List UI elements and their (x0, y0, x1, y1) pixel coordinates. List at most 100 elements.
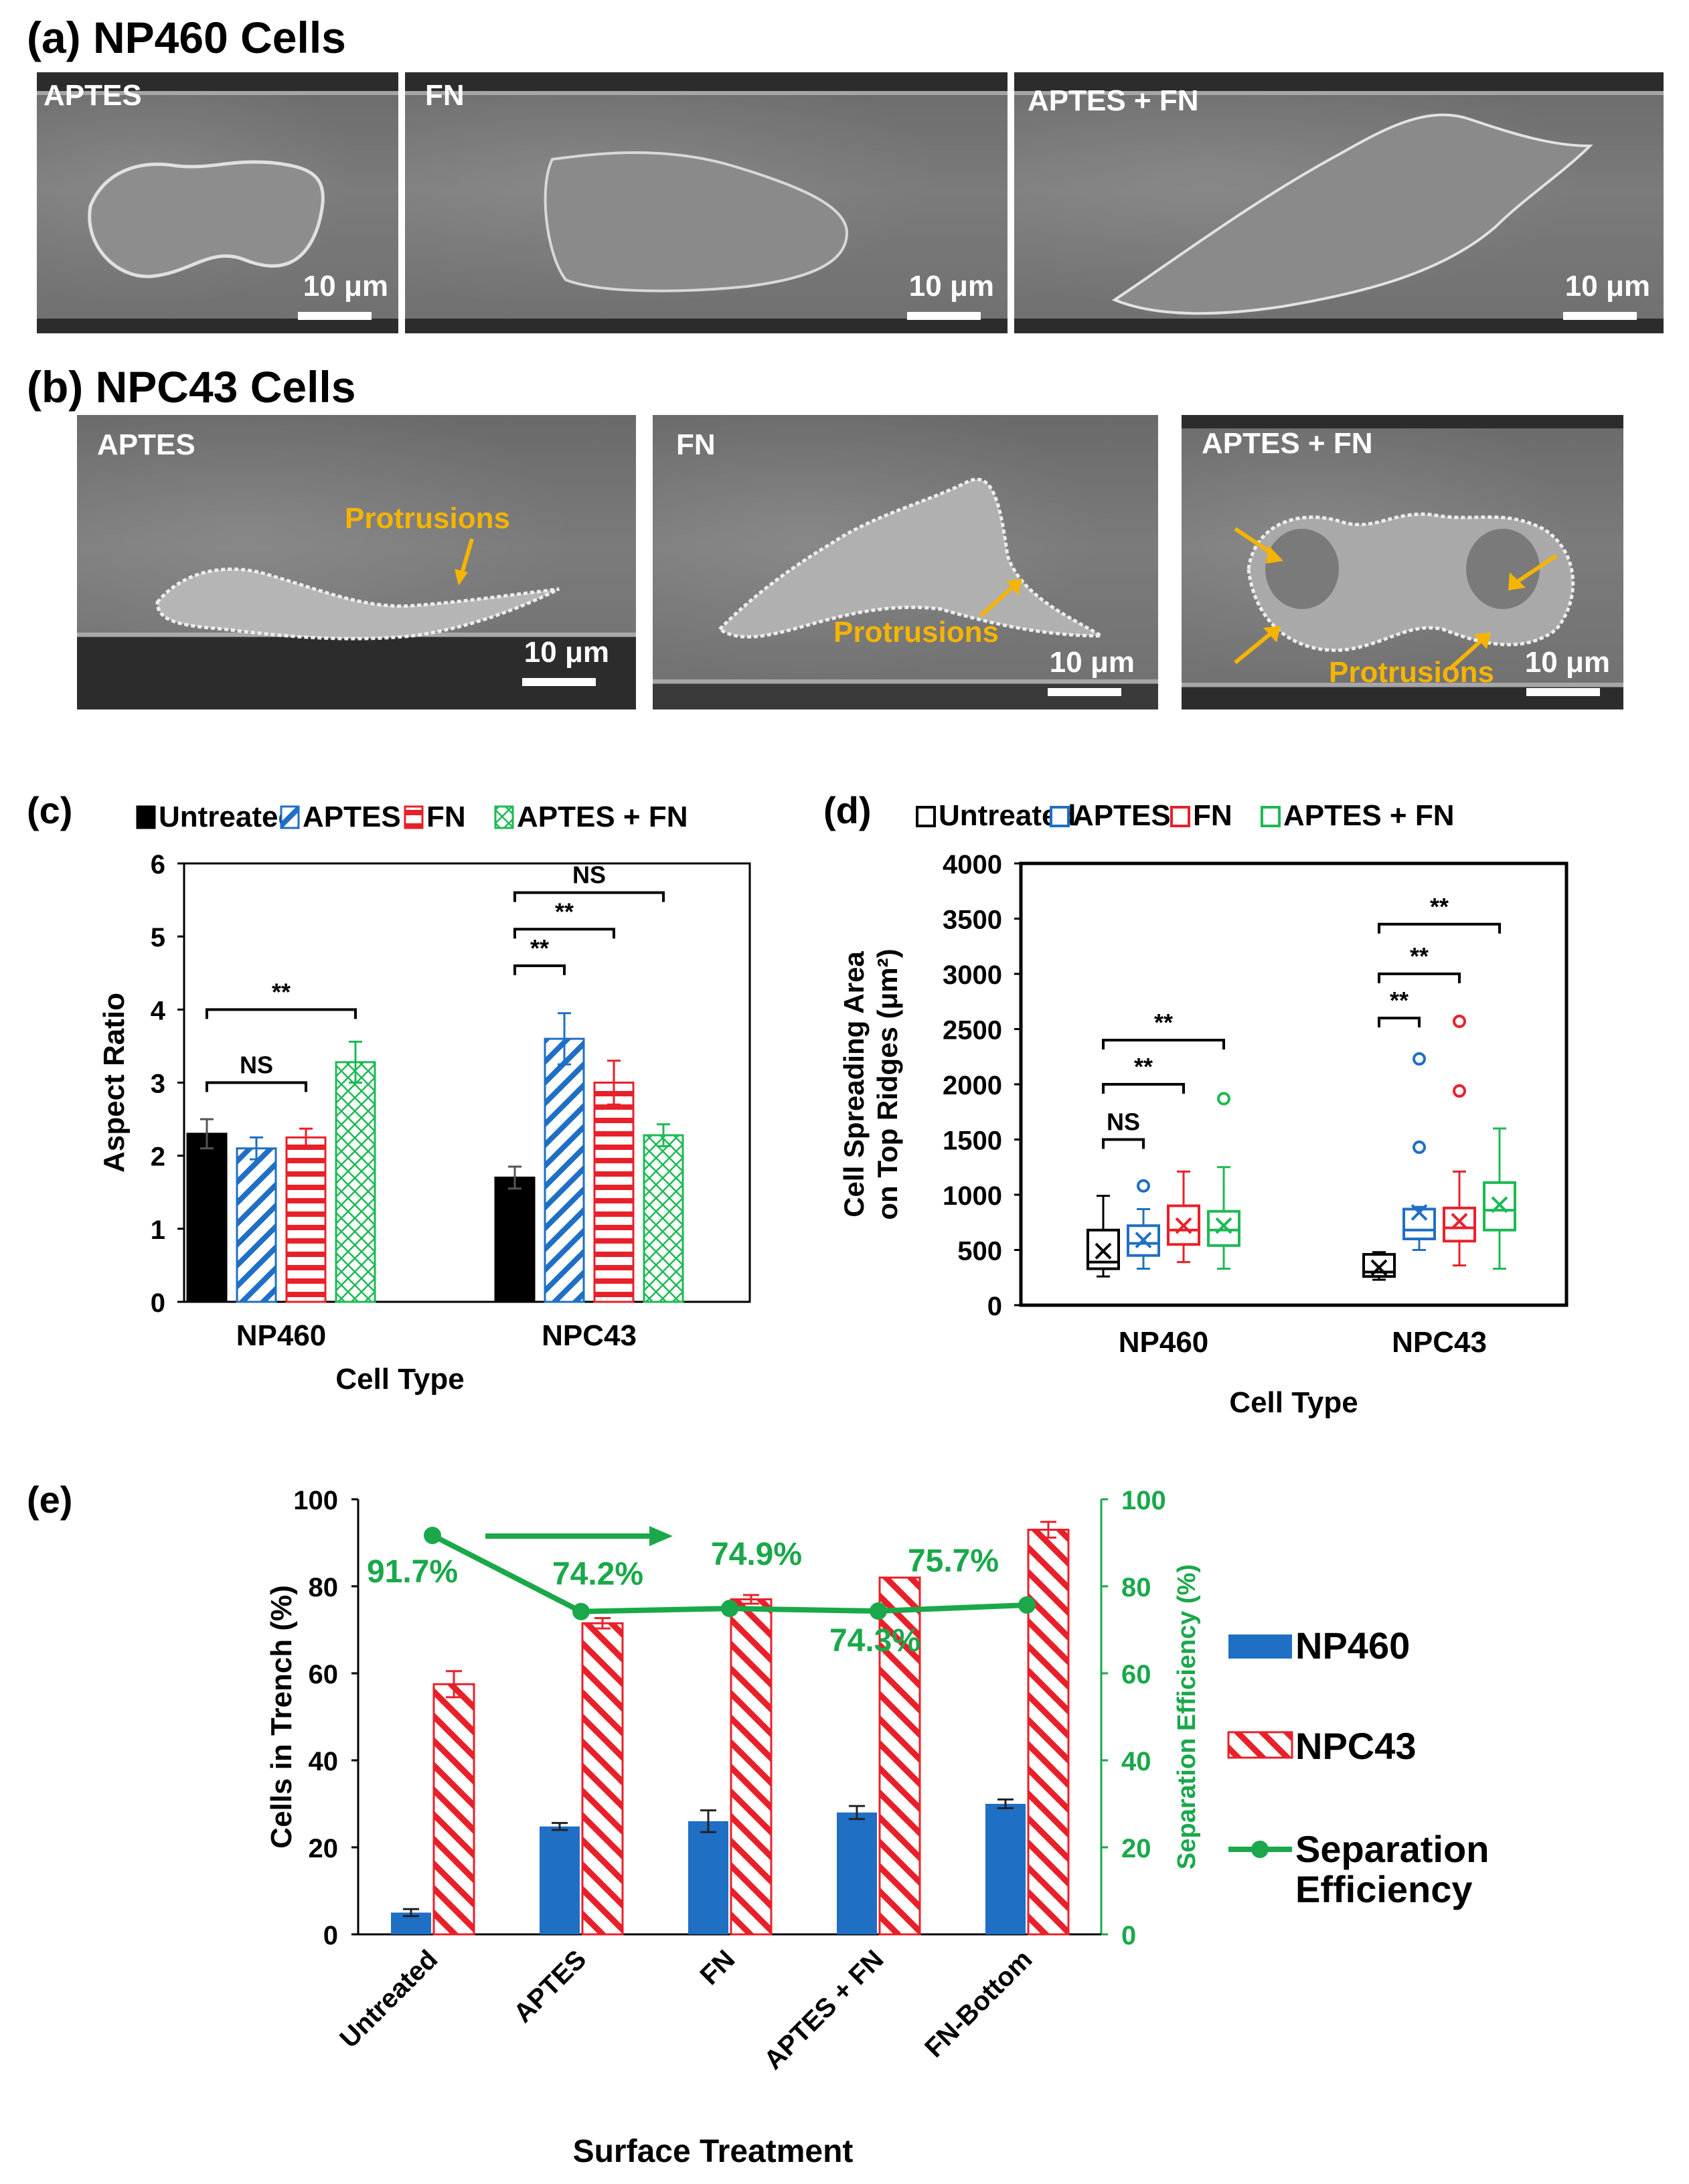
y-tick-label: 0 (323, 1921, 338, 1950)
legend-swatch (1261, 806, 1281, 827)
y-axis-title-line1: Cell Spreading Area (838, 951, 870, 1217)
box-mean-marker (1175, 1217, 1192, 1234)
box-mean-marker (1135, 1232, 1152, 1249)
y-tick-label: 20 (309, 1834, 339, 1863)
sem-image-np460-aptes: APTES 10 μm (37, 72, 398, 333)
significance-label: ** (1390, 987, 1409, 1014)
arrow-icon (979, 579, 1022, 618)
np460-cell-fn (544, 151, 849, 292)
box-mean-marker (1451, 1213, 1468, 1230)
bar-npc43 (581, 1622, 624, 1936)
scale-bar-label: 10 μm (1524, 646, 1610, 679)
significance-bracket (1378, 973, 1461, 983)
significance-label: ** (530, 934, 549, 962)
chart-aspect-ratio: (c) Untreated APTES FN APTES + FN 0 1 2 3 4 5 6 Aspe… (27, 789, 751, 1396)
scale-bar (298, 312, 372, 320)
legend-marker-efficiency (1251, 1841, 1269, 1858)
legend-swatch (1170, 806, 1190, 827)
efficiency-value-label: 91.7% (367, 1554, 458, 1590)
legend-label: APTES + FN (517, 801, 688, 833)
legend-label: Untreated (159, 801, 296, 833)
image-label: FN (676, 428, 716, 461)
significance-bracket (513, 964, 566, 975)
scale-bar-label: 10 μm (908, 270, 994, 303)
significance-label: ** (1134, 1053, 1153, 1080)
scale-bar-label: 10 μm (524, 636, 609, 669)
significance-label: NS (572, 861, 606, 889)
x-axis-title: Cell Type (1229, 1386, 1358, 1419)
significance-label: ** (1430, 893, 1449, 920)
y-axis-title-line2: on Top Ridges (μm²) (872, 948, 903, 1220)
npc43-cell-fn (717, 477, 1108, 639)
box-outlier (1217, 1092, 1230, 1106)
x-category-label: FN-Bottom (919, 1944, 1038, 2063)
legend-label: APTES + FN (1283, 799, 1455, 832)
sem-image-npc43-aptes: APTES Protrusions 10 μm (77, 415, 636, 709)
y-tick-label: 3 (151, 1070, 165, 1099)
arrow-icon (649, 1526, 673, 1546)
npc43-cell-aptes-fn (1246, 512, 1575, 652)
legend-label: Separation (1295, 1828, 1489, 1870)
y2-tick-label: 40 (1121, 1747, 1151, 1776)
panel-b-label: (b) NPC43 Cells (27, 362, 356, 412)
legend-swatch (280, 805, 300, 829)
y-tick-label: 6 (151, 850, 165, 879)
significance-label: ** (272, 978, 291, 1005)
x-category-label: NPC43 (1392, 1326, 1487, 1359)
y-tick-label: 1 (151, 1215, 165, 1245)
significance-label: ** (1154, 1009, 1173, 1036)
box-outlier (1453, 1084, 1466, 1098)
box-mean-marker (1491, 1196, 1508, 1213)
bar-untreated (186, 1132, 228, 1303)
significance-label: ** (1410, 942, 1429, 970)
bar-untreated (494, 1176, 536, 1303)
x-category-label: FN (695, 1944, 741, 1991)
bar-np460 (985, 1804, 1026, 1934)
legend-label: Efficiency (1295, 1868, 1473, 1910)
efficiency-point (721, 1600, 738, 1618)
legend-swatch-np460 (1228, 1634, 1292, 1659)
y-tick-label: 80 (309, 1573, 339, 1602)
image-label: APTES (97, 428, 195, 461)
x-category-label: APTES + FN (758, 1944, 889, 2075)
bar-npc43 (432, 1683, 475, 1936)
legend-swatch (916, 806, 936, 827)
legend-label: FN (1193, 799, 1232, 832)
significance-bracket (1102, 1138, 1145, 1149)
sem-image-npc43-fn: FN Protrusions 10 μm (653, 415, 1158, 709)
y-tick-label: 500 (957, 1237, 1002, 1266)
bar-fn (593, 1082, 635, 1303)
x-axis-title: Cell Type (335, 1363, 464, 1396)
x-category-label: Untreated (334, 1944, 443, 2053)
scale-bar-label: 10 μm (303, 270, 388, 303)
significance-bracket (206, 1008, 357, 1019)
legend-label: APTES (303, 801, 401, 833)
bar-np460 (540, 1826, 580, 1934)
legend-swatch (1050, 806, 1070, 827)
box-outlier (1137, 1179, 1150, 1193)
y2-axis-title: Separation Efficiency (%) (1173, 1564, 1201, 1869)
y-tick-label: 3000 (943, 960, 1002, 990)
y-tick-label: 4000 (943, 850, 1002, 879)
chart-cells-in-trench: (e) 0 0 20 20 40 40 60 60 80 80 100 100 Cells in Tren… (27, 1479, 1489, 2169)
panel-c-label: (c) (27, 789, 72, 831)
bar-aptes (544, 1037, 585, 1303)
np460-cell-aptes (88, 160, 325, 278)
arrow-icon (1447, 633, 1491, 671)
scale-bar (522, 678, 596, 686)
y-tick-label: 0 (151, 1288, 165, 1318)
x-category-label: NPC43 (542, 1319, 637, 1352)
y2-tick-label: 0 (1121, 1921, 1136, 1950)
scale-bar (907, 312, 981, 320)
bar-np460 (837, 1813, 877, 1934)
protrusions-annotation: Protrusions (833, 616, 999, 649)
y-tick-label: 1000 (943, 1181, 1002, 1211)
legend-label: APTES (1072, 799, 1171, 832)
y-tick-label: 60 (309, 1660, 339, 1689)
bar-npc43 (1027, 1529, 1070, 1936)
box-mean-marker (1215, 1217, 1232, 1234)
arrow-icon (455, 538, 474, 586)
efficiency-value-label: 74.3% (829, 1623, 920, 1659)
significance-bracket (513, 891, 665, 902)
